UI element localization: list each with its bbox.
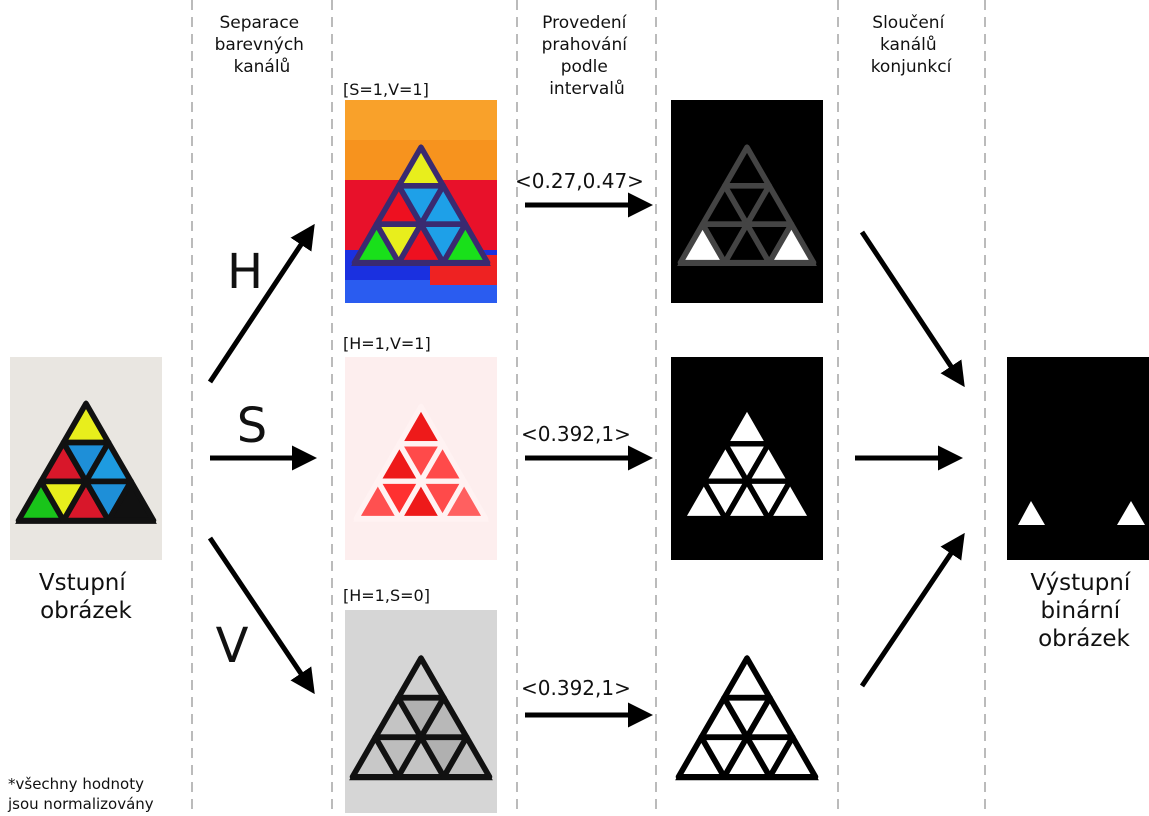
footnote: *všechny hodnoty jsou normalizovány <box>7 775 154 813</box>
input-image <box>10 357 162 560</box>
arrow <box>859 230 965 388</box>
h-channel-image <box>345 100 497 303</box>
arrow <box>207 223 315 384</box>
interval: <0.392,1> <box>521 422 631 446</box>
output-image <box>1007 357 1149 560</box>
arrow <box>207 536 315 695</box>
header-thresholding: Provedení prahování podle intervalů <box>542 13 633 99</box>
channel-params: [H=1,V=1] <box>343 334 431 353</box>
output-label: Výstupní binární obrázek <box>1030 570 1137 652</box>
channel-params: [S=1,V=1] <box>343 80 429 99</box>
h-threshold-image <box>671 100 823 303</box>
header-merging: Sloučení kanálů konjunkcí <box>871 13 953 77</box>
interval: <0.392,1> <box>521 676 631 700</box>
arrow <box>859 532 965 688</box>
header-separation: Separace barevných kanálů <box>215 13 310 77</box>
channel-letter: H <box>227 244 263 300</box>
v-channel-image <box>345 610 497 813</box>
channel-params: [H=1,S=0] <box>343 586 430 605</box>
v-threshold-image <box>671 610 823 813</box>
channel-letter: S <box>237 398 267 454</box>
s-threshold-image <box>671 357 823 560</box>
s-channel-image <box>345 357 497 560</box>
interval: <0.27,0.47> <box>515 169 644 193</box>
dividers <box>191 0 986 816</box>
channel-letter: V <box>216 618 249 674</box>
input-label: Vstupní obrázek <box>39 570 133 624</box>
